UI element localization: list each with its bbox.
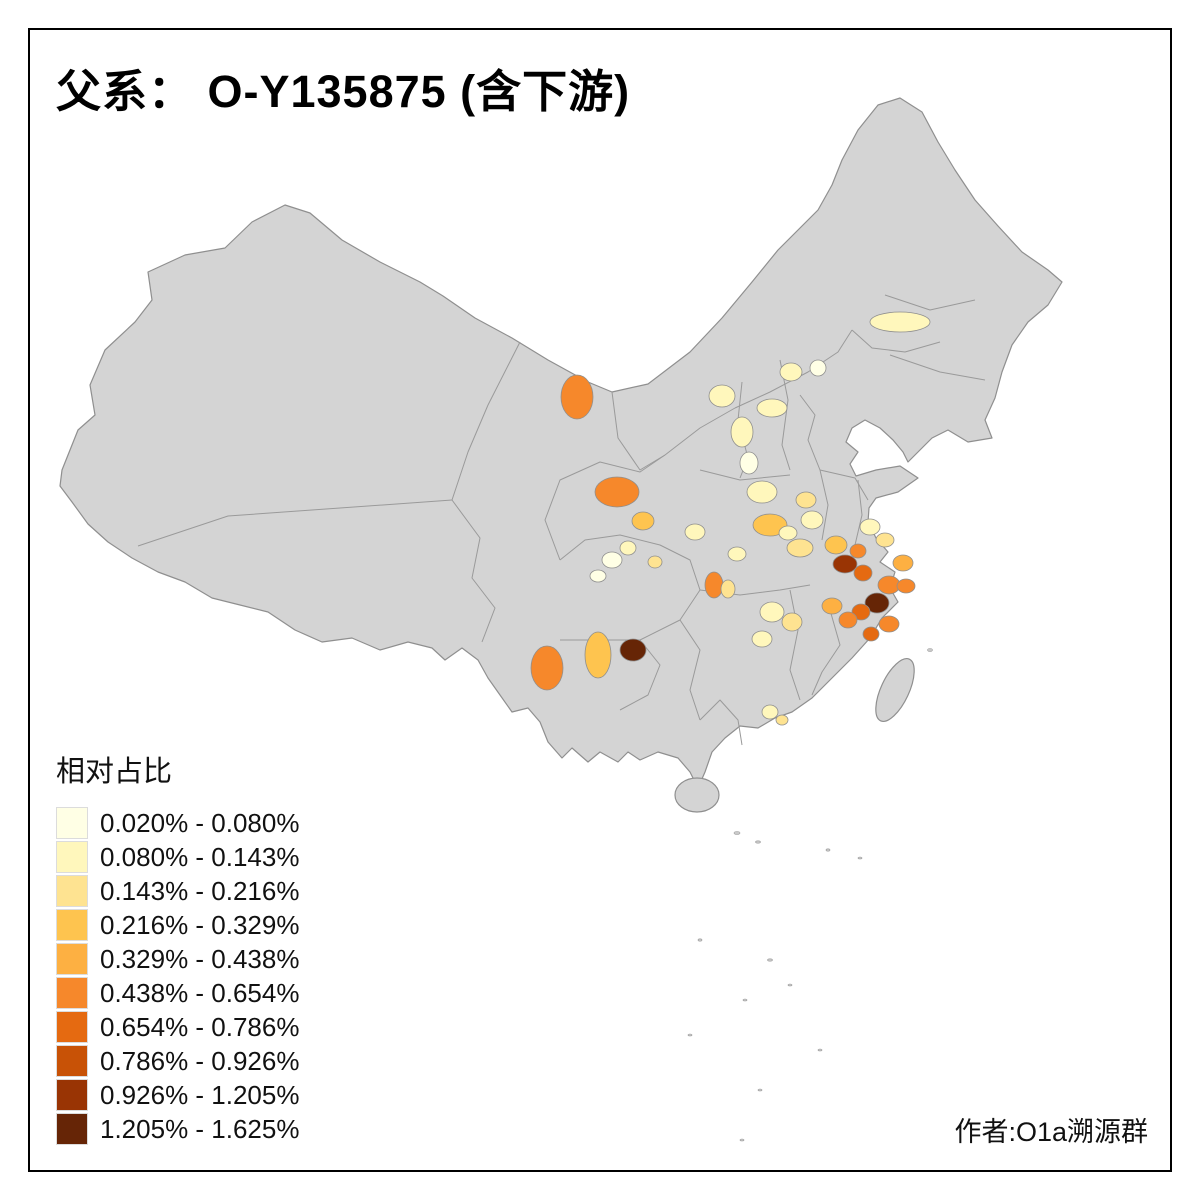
- map-region: [878, 615, 900, 633]
- map-region: [746, 480, 778, 504]
- map-region: [756, 398, 788, 418]
- legend-swatch: [56, 1079, 88, 1111]
- legend-label: 0.438% - 0.654%: [100, 977, 300, 1008]
- map-legend: 相对占比 0.020% - 0.080% 0.080% - 0.143% 0.143…: [56, 748, 386, 1146]
- legend-label: 0.329% - 0.438%: [100, 943, 300, 974]
- map-region: [560, 374, 594, 420]
- map-region: [530, 645, 564, 691]
- map-region: [704, 571, 724, 599]
- taiwan-island: [875, 658, 915, 722]
- map-region: [647, 555, 663, 569]
- map-region: [601, 551, 623, 569]
- legend-label: 0.080% - 0.143%: [100, 841, 300, 872]
- legend-title: 相对占比: [56, 756, 173, 788]
- map-region: [781, 612, 803, 632]
- legend-label: 0.143% - 0.216%: [100, 875, 300, 906]
- legend-row: 0.020% - 0.080%: [56, 806, 386, 840]
- map-region: [832, 554, 858, 574]
- hainan-island: [674, 777, 720, 813]
- legend-swatch: [56, 1011, 88, 1043]
- legend-swatch: [56, 977, 88, 1009]
- map-region: [761, 704, 779, 720]
- map-region: [775, 714, 789, 726]
- legend-label: 0.020% - 0.080%: [100, 807, 300, 838]
- legend-row: 0.080% - 0.143%: [56, 840, 386, 874]
- legend-row: 1.205% - 1.625%: [56, 1112, 386, 1146]
- map-region: [896, 578, 916, 594]
- china-landmass: [59, 97, 1063, 813]
- map-region: [779, 362, 803, 382]
- map-region: [892, 554, 914, 572]
- legend-label: 1.205% - 1.625%: [100, 1113, 300, 1144]
- map-region: [859, 518, 881, 536]
- map-region: [708, 384, 736, 408]
- legend-label: 0.216% - 0.329%: [100, 909, 300, 940]
- map-region: [778, 525, 798, 541]
- map-region: [795, 491, 817, 509]
- south-sea-islets: [687, 648, 933, 1142]
- province-borders: [137, 294, 986, 746]
- legend-row: 0.654% - 0.786%: [56, 1010, 386, 1044]
- figure-title: 父系： O-Y135875 (含下游): [56, 66, 631, 117]
- legend-label: 0.926% - 1.205%: [100, 1079, 300, 1110]
- legend-row: 0.438% - 0.654%: [56, 976, 386, 1010]
- legend-swatch: [56, 909, 88, 941]
- legend-label: 0.654% - 0.786%: [100, 1011, 300, 1042]
- map-region: [838, 611, 858, 629]
- map-region: [684, 523, 706, 541]
- attribution-text: 作者:O1a溯源群: [954, 1117, 1148, 1147]
- legend-row: 0.329% - 0.438%: [56, 942, 386, 976]
- map-region: [751, 630, 773, 648]
- legend-swatch: [56, 841, 88, 873]
- colored-regions-layer: [530, 311, 931, 726]
- map-region: [875, 532, 895, 548]
- legend-row: 0.216% - 0.329%: [56, 908, 386, 942]
- map-region: [869, 311, 931, 333]
- legend-row: 0.926% - 1.205%: [56, 1078, 386, 1112]
- map-region: [759, 601, 785, 623]
- map-region: [589, 569, 607, 583]
- map-region: [809, 359, 827, 377]
- legend-label: 0.786% - 0.926%: [100, 1045, 300, 1076]
- map-region: [800, 510, 824, 530]
- legend-rows: 0.020% - 0.080% 0.080% - 0.143% 0.143% - 0…: [56, 806, 386, 1146]
- legend-swatch: [56, 1045, 88, 1077]
- mainland-outline: [59, 97, 1063, 789]
- map-region: [727, 546, 747, 562]
- legend-swatch: [56, 807, 88, 839]
- legend-row: 0.786% - 0.926%: [56, 1044, 386, 1078]
- map-region: [619, 638, 647, 662]
- map-region: [739, 451, 759, 475]
- map-region: [584, 631, 612, 679]
- map-region: [786, 538, 814, 558]
- map-region: [730, 416, 754, 448]
- map-region: [853, 564, 873, 582]
- map-region: [851, 603, 871, 621]
- map-region: [619, 540, 637, 556]
- map-region: [821, 597, 843, 615]
- map-region: [752, 513, 788, 537]
- map-region: [631, 511, 655, 531]
- map-region: [864, 592, 890, 614]
- legend-swatch: [56, 943, 88, 975]
- map-region: [720, 579, 736, 599]
- legend-row: 0.143% - 0.216%: [56, 874, 386, 908]
- legend-swatch: [56, 875, 88, 907]
- legend-swatch: [56, 1113, 88, 1145]
- map-region: [594, 476, 640, 508]
- map-region: [824, 535, 848, 555]
- map-region: [862, 626, 880, 642]
- map-region: [849, 543, 867, 559]
